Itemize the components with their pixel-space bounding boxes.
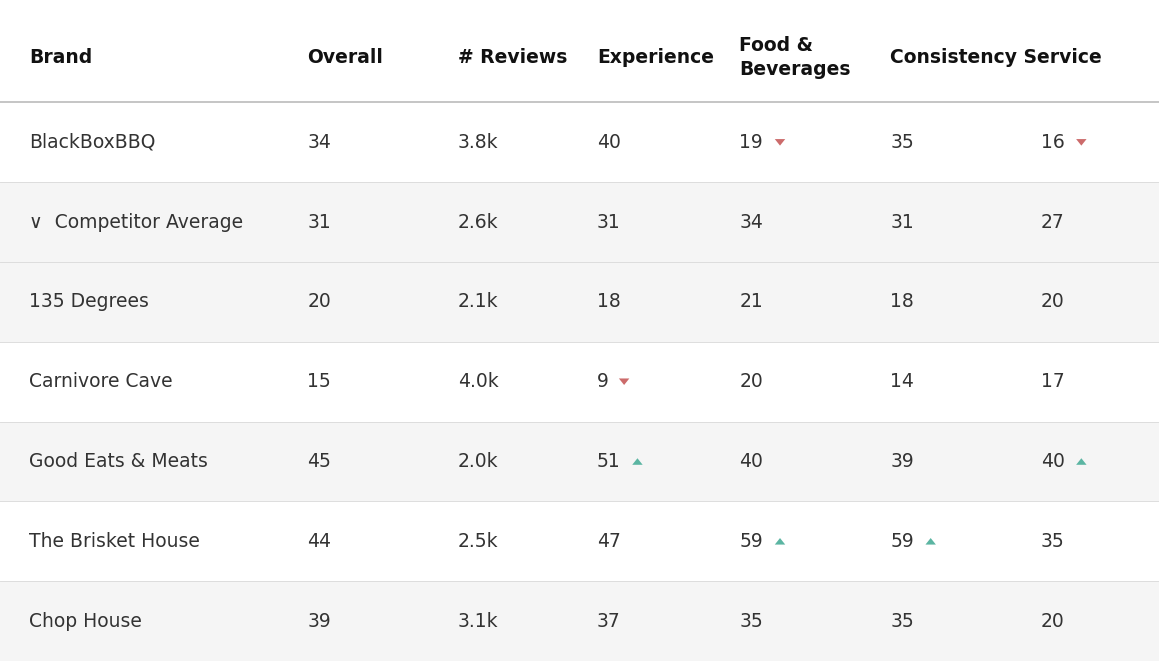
Text: 59: 59 bbox=[890, 532, 913, 551]
Polygon shape bbox=[775, 538, 786, 545]
Text: 21: 21 bbox=[739, 292, 763, 311]
Text: 20: 20 bbox=[739, 372, 763, 391]
Polygon shape bbox=[775, 139, 786, 145]
Text: 18: 18 bbox=[890, 292, 913, 311]
Text: 2.1k: 2.1k bbox=[458, 292, 498, 311]
Polygon shape bbox=[926, 538, 936, 545]
Text: Overall: Overall bbox=[307, 48, 382, 67]
Text: Brand: Brand bbox=[29, 48, 93, 67]
Text: 39: 39 bbox=[307, 611, 330, 631]
Bar bbox=[0, 102, 1159, 182]
Text: 40: 40 bbox=[597, 133, 621, 152]
Text: 17: 17 bbox=[1041, 372, 1064, 391]
Text: 31: 31 bbox=[307, 213, 330, 231]
Text: 3.1k: 3.1k bbox=[458, 611, 498, 631]
Text: 20: 20 bbox=[1041, 611, 1064, 631]
Polygon shape bbox=[633, 458, 642, 465]
Text: 4.0k: 4.0k bbox=[458, 372, 498, 391]
Text: 16: 16 bbox=[1041, 133, 1064, 152]
Text: 45: 45 bbox=[307, 452, 331, 471]
Text: 3.8k: 3.8k bbox=[458, 133, 498, 152]
Text: 37: 37 bbox=[597, 611, 620, 631]
Bar bbox=[0, 262, 1159, 342]
Text: 35: 35 bbox=[890, 133, 913, 152]
Bar bbox=[0, 581, 1159, 661]
Text: Consistency Service: Consistency Service bbox=[890, 48, 1102, 67]
Text: 27: 27 bbox=[1041, 213, 1064, 231]
Text: 20: 20 bbox=[307, 292, 330, 311]
Text: Beverages: Beverages bbox=[739, 60, 851, 79]
Text: Good Eats & Meats: Good Eats & Meats bbox=[29, 452, 207, 471]
Text: The Brisket House: The Brisket House bbox=[29, 532, 199, 551]
Text: 47: 47 bbox=[597, 532, 621, 551]
Polygon shape bbox=[1077, 458, 1087, 465]
Text: 35: 35 bbox=[1041, 532, 1064, 551]
Text: 18: 18 bbox=[597, 292, 620, 311]
Text: # Reviews: # Reviews bbox=[458, 48, 567, 67]
Text: Food &: Food & bbox=[739, 36, 814, 56]
Text: 44: 44 bbox=[307, 532, 331, 551]
Text: 34: 34 bbox=[739, 213, 764, 231]
Text: 39: 39 bbox=[890, 452, 913, 471]
Bar bbox=[0, 422, 1159, 502]
Text: 20: 20 bbox=[1041, 292, 1064, 311]
Polygon shape bbox=[619, 379, 629, 385]
Text: 19: 19 bbox=[739, 133, 763, 152]
Text: 2.6k: 2.6k bbox=[458, 213, 498, 231]
Text: 59: 59 bbox=[739, 532, 763, 551]
Bar bbox=[0, 13, 1159, 102]
Text: BlackBoxBBQ: BlackBoxBBQ bbox=[29, 133, 155, 152]
Bar bbox=[0, 502, 1159, 581]
Text: Chop House: Chop House bbox=[29, 611, 141, 631]
Text: 34: 34 bbox=[307, 133, 331, 152]
Text: 35: 35 bbox=[739, 611, 763, 631]
Text: 2.0k: 2.0k bbox=[458, 452, 498, 471]
Text: Carnivore Cave: Carnivore Cave bbox=[29, 372, 173, 391]
Text: 14: 14 bbox=[890, 372, 914, 391]
Text: 40: 40 bbox=[739, 452, 764, 471]
Text: 35: 35 bbox=[890, 611, 913, 631]
Text: 31: 31 bbox=[597, 213, 620, 231]
Text: 15: 15 bbox=[307, 372, 330, 391]
Text: 9: 9 bbox=[597, 372, 608, 391]
Bar bbox=[0, 342, 1159, 422]
Text: ∨  Competitor Average: ∨ Competitor Average bbox=[29, 213, 243, 231]
Text: 40: 40 bbox=[1041, 452, 1065, 471]
Text: 31: 31 bbox=[890, 213, 913, 231]
Text: 51: 51 bbox=[597, 452, 620, 471]
Text: Experience: Experience bbox=[597, 48, 714, 67]
Polygon shape bbox=[1077, 139, 1087, 145]
Text: 135 Degrees: 135 Degrees bbox=[29, 292, 148, 311]
Text: 2.5k: 2.5k bbox=[458, 532, 498, 551]
Bar bbox=[0, 182, 1159, 262]
